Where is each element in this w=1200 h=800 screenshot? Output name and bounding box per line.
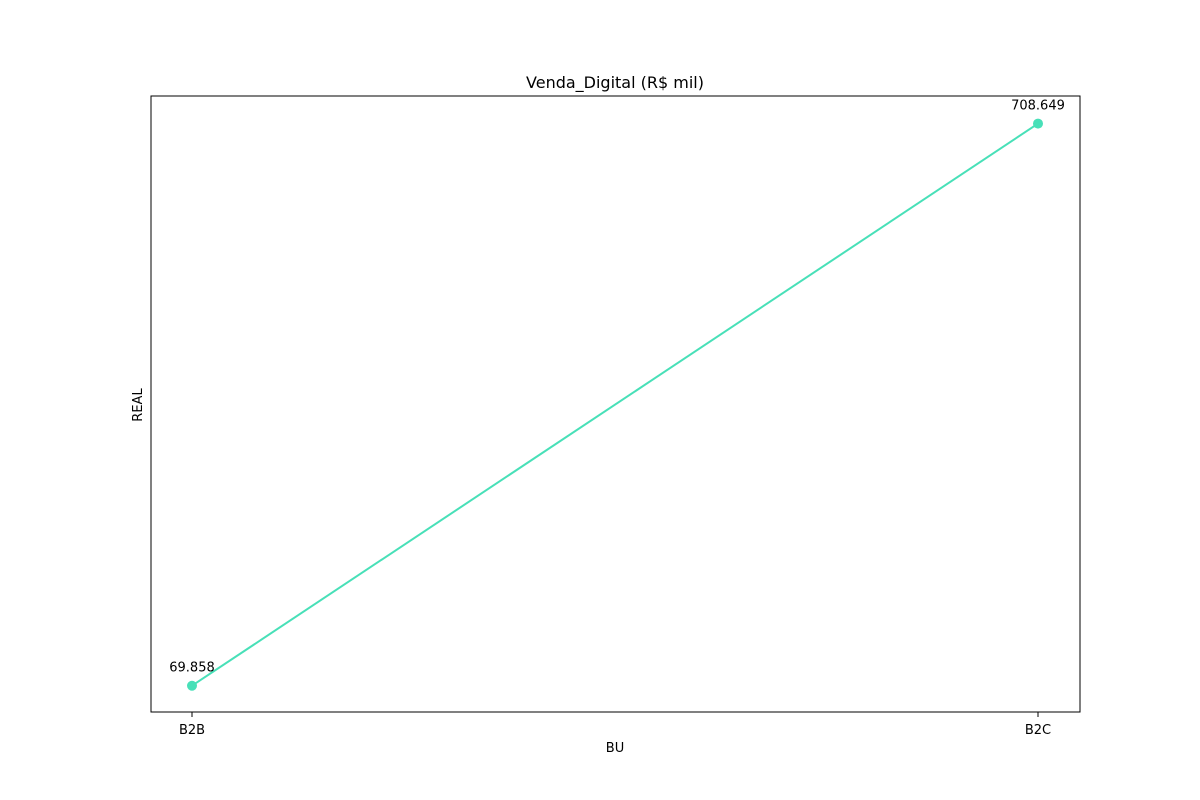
x-tick-label-b2b: B2B (179, 723, 205, 738)
data-point-b2c (1033, 118, 1043, 129)
data-label-b2c: 708.649 (1011, 99, 1065, 114)
x-axis-ticks: B2B B2C (179, 712, 1051, 738)
x-tick-label-b2c: B2C (1025, 723, 1051, 738)
y-axis-label: REAL (131, 388, 146, 422)
data-point-b2b (187, 680, 197, 691)
data-label-b2b: 69.858 (169, 661, 215, 676)
chart-title: Venda_Digital (R$ mil) (526, 73, 704, 93)
plot-frame (150, 95, 1081, 713)
plot-area: 69.858 708.649 (169, 99, 1065, 691)
series-line (191, 122, 1039, 687)
x-axis-label: BU (606, 741, 624, 756)
